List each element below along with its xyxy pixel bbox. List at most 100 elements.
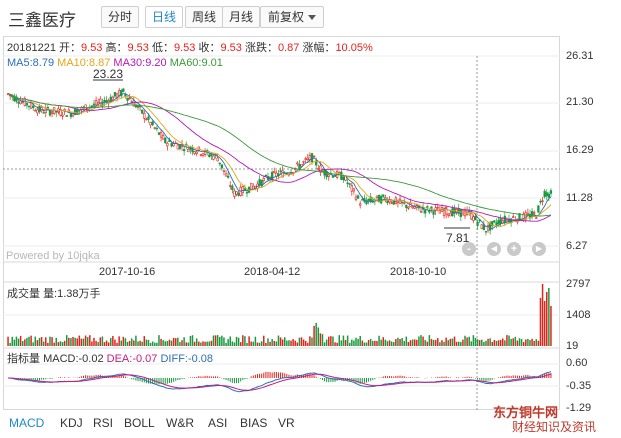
volume-bar [89, 335, 91, 346]
volume-bar [411, 339, 414, 346]
candle-body [541, 200, 544, 202]
volume-bar [227, 339, 229, 346]
volume-bar [428, 335, 431, 346]
indicator-tab-macd[interactable]: MACD [9, 416, 45, 430]
date-label: 2017-10-16 [99, 266, 156, 278]
date-label: 2018-10-10 [390, 266, 447, 278]
volume-bar [508, 335, 510, 346]
candle-body [162, 135, 165, 140]
zoom-in-button[interactable]: + [507, 242, 521, 256]
volume-bar [374, 340, 376, 346]
volume-bar [313, 325, 315, 346]
candle-body [120, 90, 123, 97]
volume-bar [328, 336, 330, 346]
prev-button[interactable]: ◀ [487, 242, 501, 256]
candle-body [407, 206, 410, 209]
volume-bar [409, 340, 412, 346]
ma10-label: MA10:8.87 [57, 57, 111, 69]
zoom-out-button[interactable]: - [462, 242, 476, 256]
candle-body [105, 100, 108, 102]
volume-bar [346, 335, 349, 346]
indicator-tab-vr[interactable]: VR [278, 416, 295, 430]
indicator-tab-rsi[interactable]: RSI [93, 416, 114, 430]
dea-line [8, 373, 552, 391]
volume-bar [47, 342, 49, 346]
indicator-tab-kdj[interactable]: KDJ [60, 416, 83, 430]
volume-bar [369, 338, 372, 346]
volume-bar [460, 342, 462, 346]
volume-bar [395, 339, 397, 346]
volume-bar [30, 335, 32, 346]
candle-body [195, 151, 198, 155]
ma60-label: MA60:9.01 [169, 57, 223, 69]
candle-body [143, 112, 146, 119]
volume-bar [9, 342, 11, 346]
candle-body [300, 164, 303, 167]
volume-bar [34, 336, 37, 346]
volume-bar [164, 341, 167, 346]
tab-daily[interactable]: 日线 [145, 6, 183, 28]
candle-body [147, 116, 150, 120]
candle-body [491, 221, 494, 227]
volume-bar [239, 342, 242, 346]
candle-body [235, 191, 238, 195]
volume-bar [283, 337, 286, 346]
volume-bar [246, 342, 248, 346]
volume-bar [399, 338, 401, 346]
volume-bar [321, 334, 324, 346]
volume-bar [392, 342, 395, 346]
volume-bar [110, 338, 112, 346]
volume-bar [445, 337, 447, 346]
volume-bar [122, 336, 125, 346]
tab-monthly[interactable]: 月线 [222, 6, 260, 28]
volume-bar [418, 336, 420, 346]
volume-bar [42, 341, 45, 346]
candle-body [380, 196, 383, 204]
adjust-dropdown[interactable]: 前复权 [260, 6, 324, 28]
candle-body [489, 222, 492, 231]
candle-body [493, 220, 496, 223]
volume-axis-tick: 19 [566, 340, 579, 352]
candle-body [109, 96, 112, 102]
volume-bar [518, 338, 521, 346]
volume-bar [516, 340, 519, 346]
volume-bar [216, 335, 219, 346]
candle-body [132, 100, 135, 107]
candle-body [78, 110, 81, 112]
indicator-tab-boll[interactable]: BOLL [124, 416, 155, 430]
high-value: 9.53 [127, 42, 149, 54]
candle-body [48, 110, 52, 116]
candle-body [50, 111, 54, 115]
volume-bar [149, 342, 152, 346]
volume-bar [443, 341, 445, 346]
tab-intraday[interactable]: 分时 [101, 6, 139, 28]
indicator-tab-bias[interactable]: BIAS [240, 416, 268, 430]
volume-bar [464, 335, 466, 346]
volume-bar [219, 337, 221, 346]
candle-body [310, 153, 314, 163]
indicator-tab-wr[interactable]: W&R [166, 416, 194, 430]
volume-bar [281, 339, 284, 346]
volume-bar [447, 340, 449, 346]
volume-bar [491, 341, 494, 346]
candle-body [356, 195, 360, 199]
price-axis-tick: 26.31 [566, 50, 594, 62]
volume-bar [82, 338, 85, 346]
volume-bar [307, 342, 309, 346]
volume-bar [273, 340, 276, 346]
diff-value: DIFF:-0.08 [160, 353, 214, 365]
volume-bar [476, 339, 479, 346]
candle-body [388, 199, 391, 203]
volume-bar [462, 339, 464, 346]
volume-bar [28, 336, 30, 346]
volume-bar [154, 342, 156, 346]
volume-bar [506, 335, 508, 346]
indicator-tab-asi[interactable]: ASI [208, 416, 228, 430]
volume-bar [520, 339, 523, 346]
volume-bar [231, 341, 234, 346]
next-button[interactable]: ▶ [532, 242, 546, 256]
candle-body [497, 220, 500, 225]
volume-bar [334, 342, 336, 346]
tab-weekly[interactable]: 周线 [185, 6, 223, 28]
